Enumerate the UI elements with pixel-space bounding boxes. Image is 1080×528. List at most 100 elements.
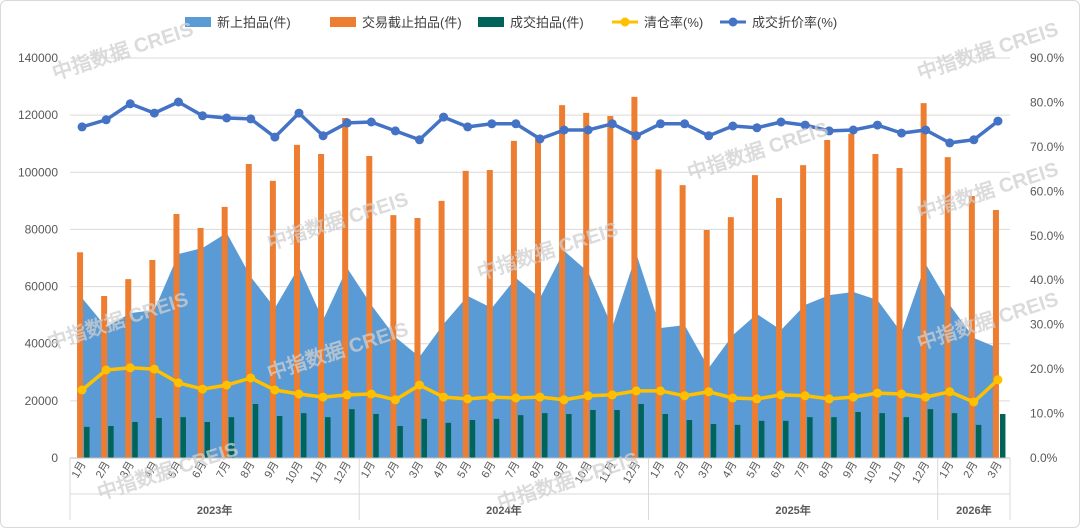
point-discount-rate [680,119,690,129]
point-discount-rate [439,112,449,122]
point-discount-rate [631,131,641,141]
point-discount-rate [294,108,304,118]
y-right-tick-label: 20.0% [1030,362,1064,376]
bar-closed-lots [438,200,445,458]
x-tick-label: 6月 [769,460,788,481]
point-discount-rate [270,132,280,142]
bar-sold-lots [710,424,717,458]
bar-closed-lots [173,214,180,458]
point-clearance-rate [390,395,400,405]
bar-sold-lots [734,424,741,458]
y-right-tick-label: 40.0% [1030,273,1064,287]
bar-sold-lots [156,418,162,458]
point-clearance-rate [149,364,159,374]
bar-sold-lots [758,420,765,458]
x-tick-label: 2月 [672,460,691,481]
x-tick-label: 4月 [720,460,739,481]
point-clearance-rate [222,380,232,390]
year-label: 2024年 [486,503,521,517]
point-discount-rate [125,99,135,109]
point-discount-rate [463,122,473,132]
x-tick-label: 2月 [961,460,980,481]
legend-marker-icon [620,17,630,27]
legend-label: 成交拍品(件) [510,15,584,30]
x-tick-label: 6月 [479,460,498,481]
point-discount-rate [246,114,256,124]
point-clearance-rate [198,384,208,394]
watermark: 中指数据 CREIS [49,17,196,85]
bar-closed-lots [559,105,566,459]
point-discount-rate [390,126,400,136]
point-discount-rate [969,135,979,145]
legend-swatch-icon [185,17,211,27]
x-tick-label: 5月 [745,460,764,481]
bar-sold-lots [879,413,885,458]
x-tick-label: 2月 [383,460,402,481]
x-tick-label: 10月 [284,460,306,486]
bar-sold-lots [421,418,427,458]
bar-closed-lots [77,252,84,458]
point-clearance-rate [656,386,666,396]
bar-sold-lots [517,415,524,458]
point-clearance-rate [631,386,641,396]
bar-sold-lots [975,424,982,458]
point-discount-rate [921,125,931,135]
point-discount-rate [173,97,183,107]
point-discount-rate [704,131,714,141]
bar-sold-lots [84,426,90,458]
bar-closed-lots [824,140,831,458]
point-discount-rate [897,128,907,138]
bar-closed-lots [269,180,276,458]
bar-closed-lots [992,210,999,458]
bar-sold-lots [252,404,259,458]
bar-sold-lots [927,409,934,458]
point-clearance-rate [945,387,955,397]
year-label: 2026年 [956,503,991,517]
x-tick-label: 1月 [648,460,667,481]
x-tick-label: 3月 [986,460,1005,481]
y-left-tick-label: 80000 [25,222,59,236]
bar-sold-lots [566,414,572,458]
bar-closed-lots [342,118,349,458]
bar-sold-lots [590,410,596,458]
point-discount-rate [656,119,666,129]
legend-swatch-icon [478,17,504,27]
bar-sold-lots [228,417,235,458]
watermark: 中指数据 CREIS [474,217,621,285]
y-left-tick-label: 60000 [25,280,59,294]
bar-closed-lots [462,170,469,458]
legend-label: 清仓率(%) [644,15,703,30]
bar-sold-lots [180,417,186,458]
bar-sold-lots [807,417,813,458]
bar-closed-lots [149,260,156,458]
legend-marker-icon [728,17,738,27]
bar-sold-lots [445,422,452,458]
bar-sold-lots [204,422,211,458]
bar-sold-lots [349,409,355,458]
point-clearance-rate [776,390,786,400]
bar-sold-lots [276,416,283,458]
x-tick-label: 3月 [407,460,426,481]
x-tick-label: 3月 [696,460,715,481]
bar-sold-lots [108,426,114,458]
bar-closed-lots [727,217,734,458]
legend-label: 交易截止拍品(件) [362,15,462,30]
watermark: 中指数据 CREIS [264,187,411,255]
bar-closed-lots [101,296,108,458]
bar-closed-lots [318,154,325,458]
point-clearance-rate [680,391,690,401]
bar-closed-lots [486,170,493,458]
bar-closed-lots [800,165,807,458]
bar-sold-lots [831,417,837,458]
point-clearance-rate [366,389,376,399]
point-clearance-rate [728,393,738,403]
point-discount-rate [583,125,593,135]
bar-sold-lots [469,420,476,458]
legend-label: 新上拍品(件) [217,15,291,30]
bar-closed-lots [245,164,252,458]
point-discount-rate [607,119,617,129]
point-discount-rate [77,122,87,132]
y-left-tick-label: 120000 [18,108,58,122]
point-clearance-rate [101,365,111,375]
y-right-tick-label: 90.0% [1030,51,1064,65]
